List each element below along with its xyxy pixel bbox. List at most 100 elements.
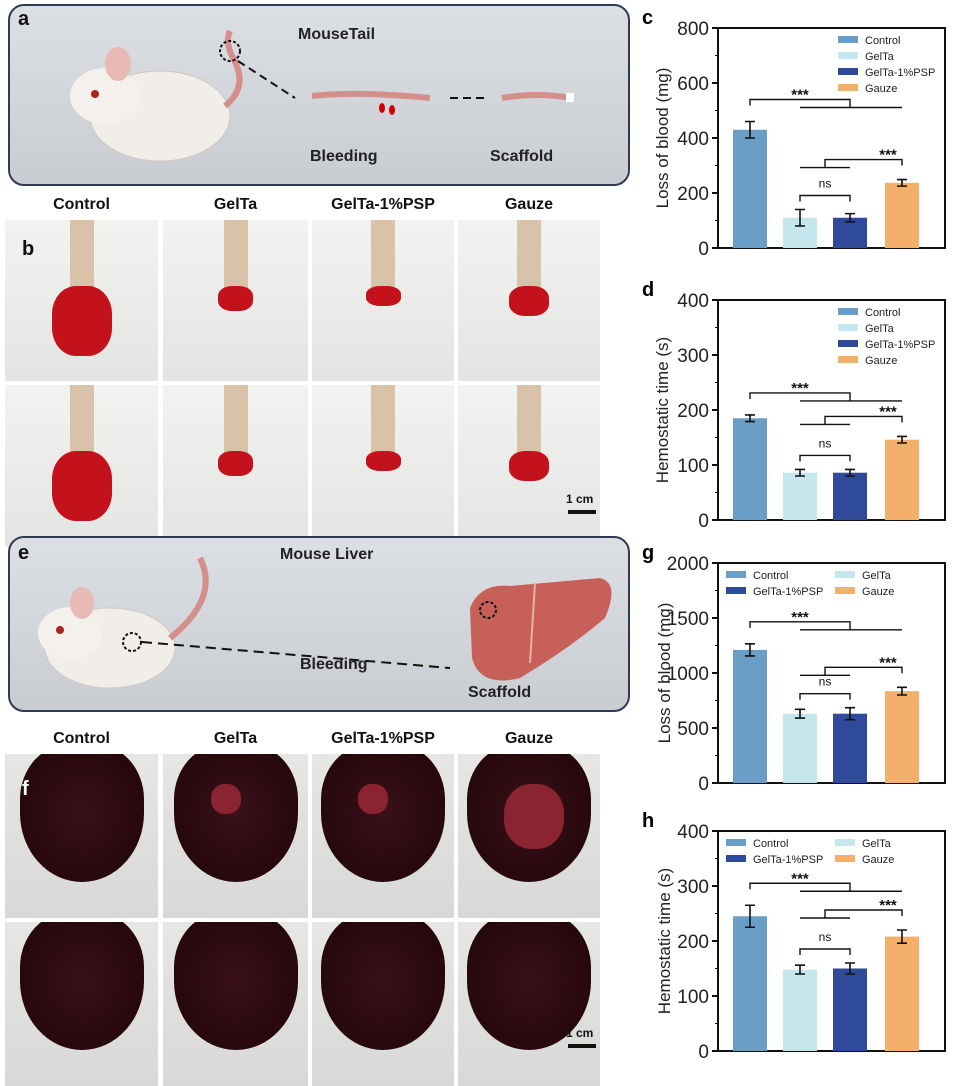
legend-label: Gauze	[865, 355, 897, 367]
sig-label: ns	[819, 436, 832, 450]
legend-swatch	[835, 855, 855, 862]
photo	[163, 754, 308, 918]
error-bar	[795, 468, 805, 477]
photo	[458, 220, 600, 381]
panel-letter-a: a	[18, 8, 30, 30]
sig-label: ***	[791, 609, 809, 626]
error-bar	[845, 706, 855, 721]
legend-label: GelTa	[865, 323, 895, 335]
legend-swatch	[838, 68, 858, 75]
photo	[5, 922, 158, 1086]
legend-label: Gauze	[865, 83, 897, 95]
sig-bracket	[749, 882, 902, 892]
photo	[458, 385, 600, 546]
legend-label: Control	[753, 838, 788, 850]
column-label: Control	[53, 730, 110, 747]
chart-svg: c 0 200 400 600 800 Loss of blood (mg) *** *** ns…	[642, 7, 946, 260]
column-label: GelTa	[213, 730, 258, 747]
schema-title: MouseTail	[298, 26, 376, 43]
legend-swatch	[838, 356, 858, 363]
photo	[5, 385, 158, 546]
bar-control	[733, 649, 767, 783]
y-tick-label: 800	[677, 19, 709, 40]
y-axis-label: Loss of blood (mg)	[655, 603, 674, 744]
bar-gelta	[783, 713, 817, 783]
error-bar	[897, 178, 907, 187]
y-tick-label: 0	[698, 1042, 709, 1063]
y-tick-label: 0	[698, 239, 709, 260]
column-label: GelTa	[213, 196, 258, 213]
y-tick-label: 200	[677, 184, 709, 205]
y-axis-label: Hemostatic time (s)	[653, 337, 672, 483]
chart-g: g 0 500 1000 1500 2000 Loss of blood (mg) *** **…	[640, 535, 955, 800]
sig-label: ns	[819, 675, 832, 689]
error-bar	[745, 120, 755, 139]
y-tick-label: 400	[677, 129, 709, 150]
mouse-tail-illustration	[70, 29, 574, 162]
legend-swatch	[726, 855, 746, 862]
legend-label: GelTa-1%PSP	[753, 586, 823, 598]
y-tick-label: 300	[677, 877, 709, 898]
legend-label: Control	[865, 307, 900, 319]
legend-label: Gauze	[862, 854, 894, 866]
column-label: Gauze	[504, 196, 553, 213]
error-bar	[745, 904, 755, 929]
scale-bar	[568, 510, 596, 514]
error-bar	[745, 414, 755, 423]
legend-label: Control	[865, 35, 900, 47]
bar-gelta-1-psp	[833, 968, 867, 1051]
error-bar	[845, 468, 855, 477]
panel-letter-f: f	[22, 778, 29, 800]
y-tick-label: 100	[677, 987, 709, 1008]
column-label: GelTa-1%PSP	[331, 730, 435, 747]
legend-label: GelTa-1%PSP	[865, 67, 935, 79]
sig-bracket	[800, 415, 903, 426]
y-tick-label: 1500	[667, 609, 709, 630]
error-bar	[795, 208, 805, 227]
sig-label: ***	[791, 87, 809, 104]
step-bleeding: Bleeding	[310, 148, 378, 165]
liver-schematic: Mouse Liver Bleeding Scaffold	[8, 536, 630, 712]
legend-label: GelTa	[862, 570, 892, 582]
error-bar	[897, 686, 907, 696]
y-tick-label: 0	[698, 774, 709, 795]
photo	[458, 754, 600, 918]
chart-h: h 0 100 200 300 400 Hemostatic time (s) *** *** n…	[640, 803, 955, 1068]
y-tick-label: 2000	[667, 554, 709, 575]
legend-label: GelTa	[865, 51, 895, 63]
legend-swatch	[726, 839, 746, 846]
legend-swatch	[726, 571, 746, 578]
y-tick-label: 400	[677, 291, 709, 312]
tail-schematic: MouseTail Bleeding Scaffold	[8, 4, 630, 186]
legend-swatch	[838, 324, 858, 331]
panel-letter: g	[642, 542, 654, 564]
sig-bracket	[799, 194, 851, 202]
y-tick-label: 1000	[667, 664, 709, 685]
photo	[163, 922, 308, 1086]
chart-svg: g 0 500 1000 1500 2000 Loss of blood (mg) *** **…	[642, 542, 946, 795]
scale-label: 1 cm	[566, 492, 594, 506]
y-tick-label: 0	[698, 511, 709, 532]
sig-bracket	[799, 454, 851, 462]
photo	[5, 754, 158, 918]
error-bar	[795, 964, 805, 975]
column-label: Gauze	[504, 730, 553, 747]
error-bar	[845, 962, 855, 975]
photo	[312, 922, 454, 1086]
bar-control	[733, 916, 767, 1051]
bar-gauze	[885, 439, 919, 520]
sig-bracket	[800, 666, 903, 676]
y-tick-label: 400	[677, 822, 709, 843]
sig-label: ***	[879, 403, 897, 420]
mouse-liver-illustration	[38, 556, 612, 689]
y-axis-label: Loss of blood (mg)	[653, 68, 672, 209]
panel-letter-e: e	[18, 542, 30, 564]
legend-label: Control	[753, 570, 788, 582]
error-bar	[795, 708, 805, 719]
bar-gauze	[885, 182, 919, 248]
step-scaffold: Scaffold	[468, 684, 532, 701]
legend-swatch	[835, 571, 855, 578]
photo	[458, 922, 600, 1086]
sig-bracket	[749, 392, 902, 402]
sig-label: ***	[879, 654, 897, 671]
